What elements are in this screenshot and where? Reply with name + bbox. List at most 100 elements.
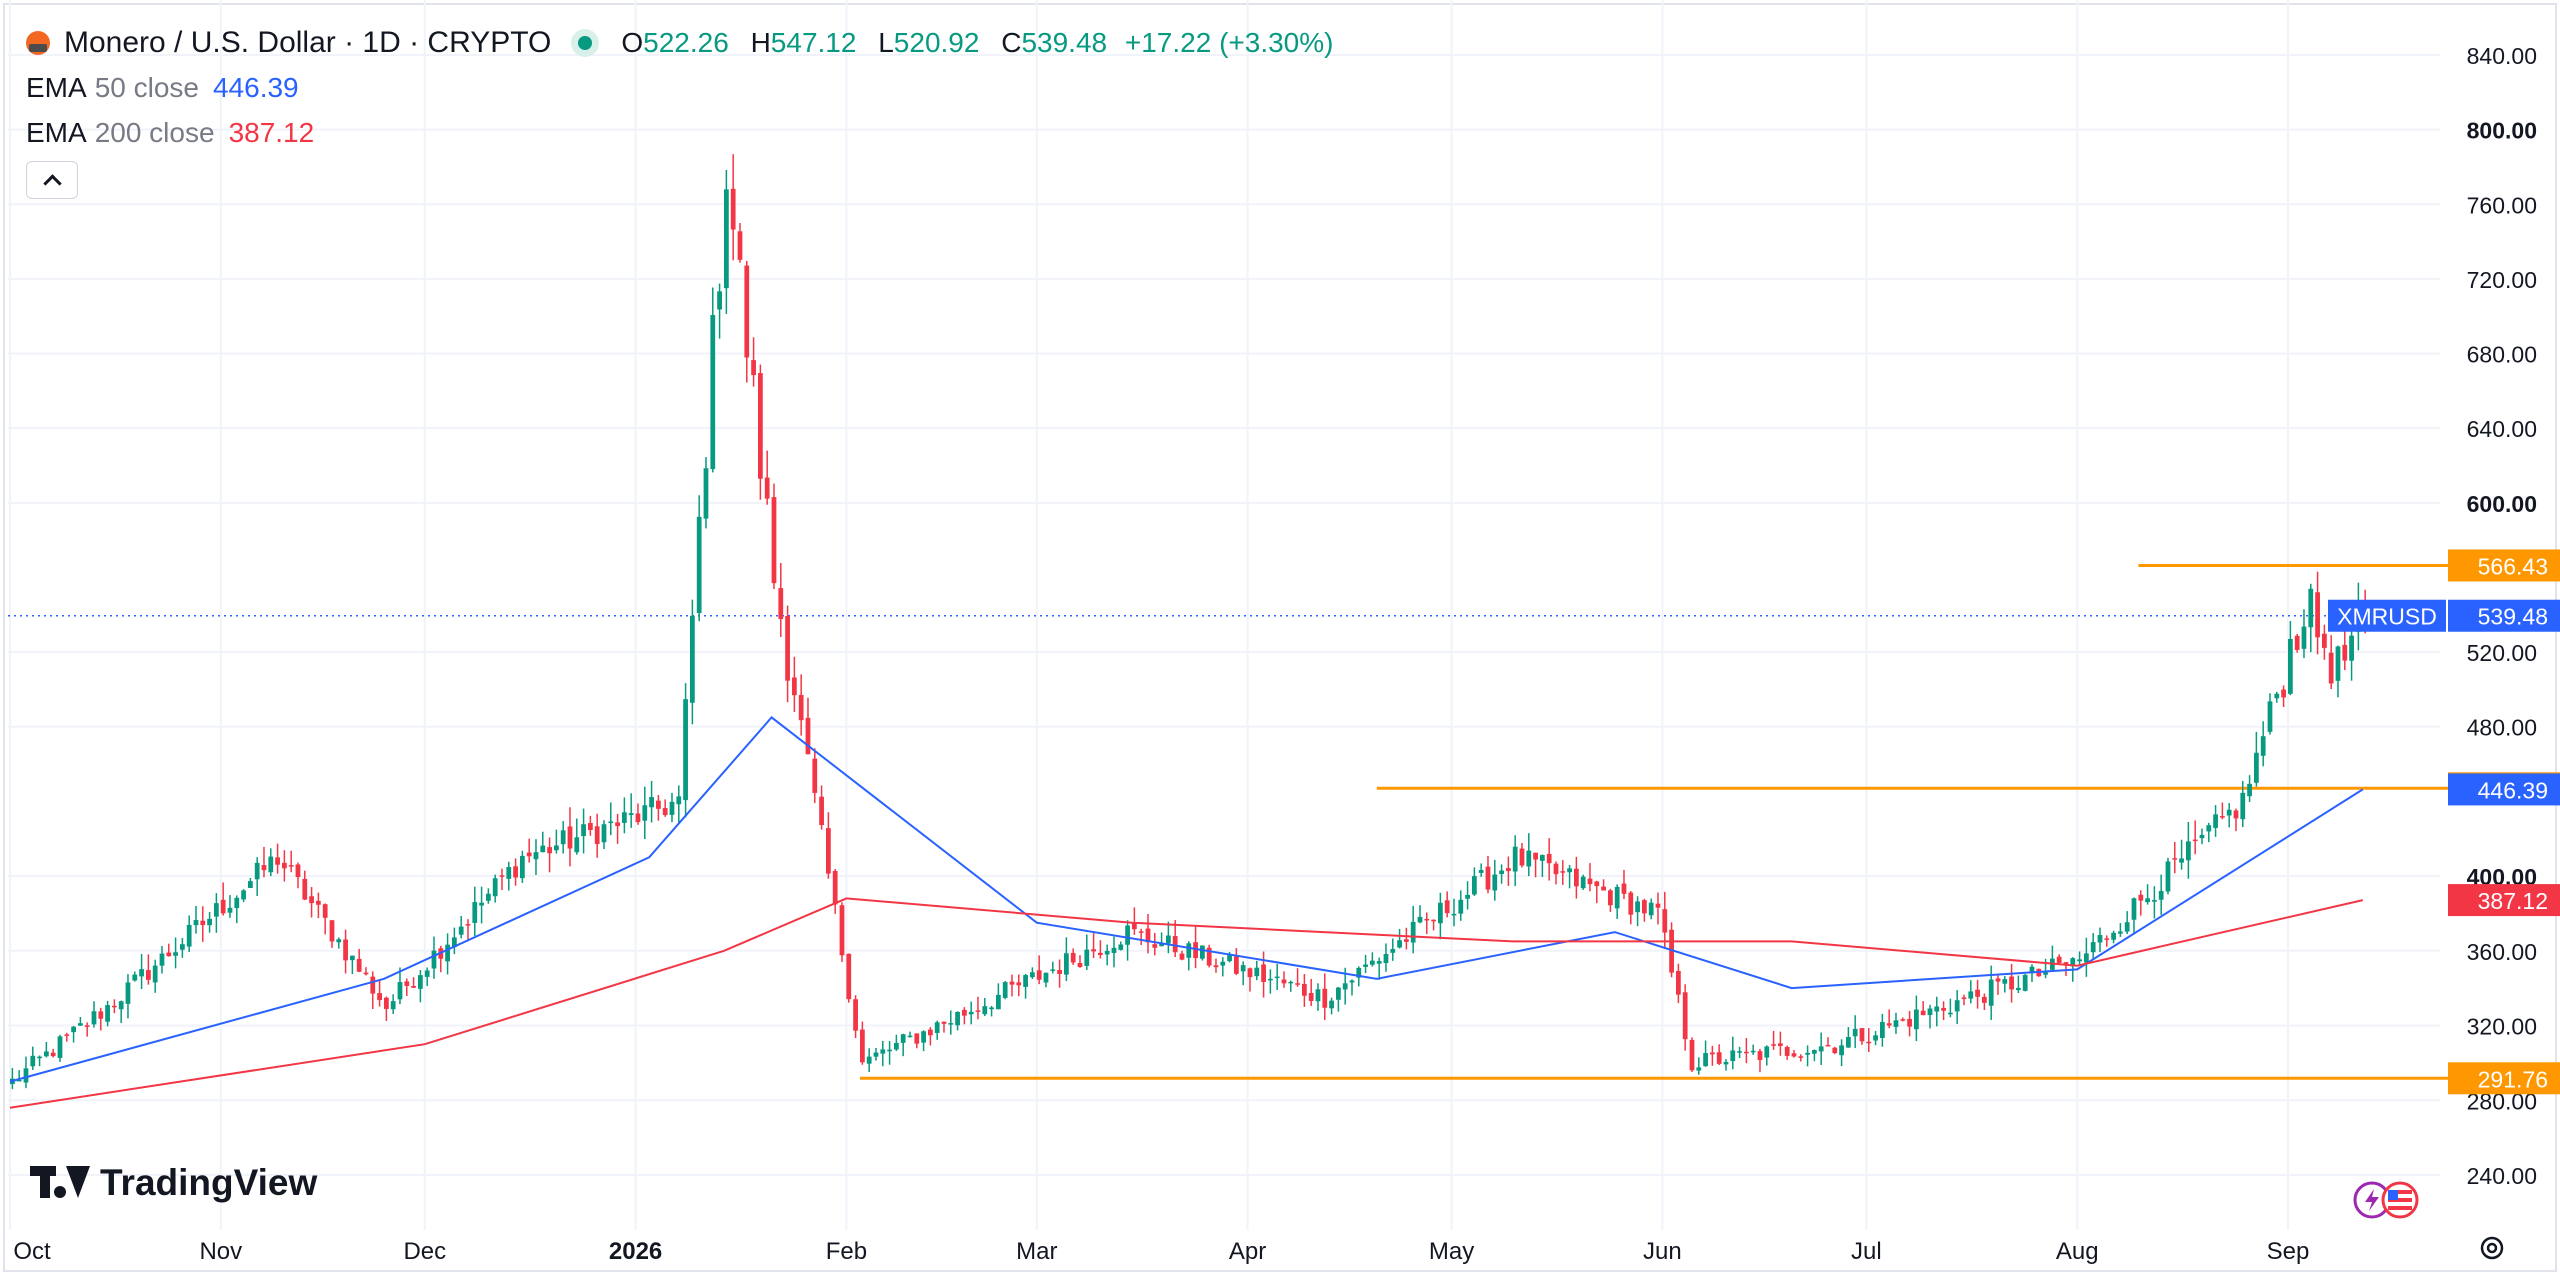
candle-body	[23, 1068, 29, 1083]
candle-body	[220, 899, 226, 914]
ema50-legend[interactable]: EMA 50 close 446.39	[26, 65, 1343, 110]
candle-body	[404, 981, 410, 986]
symbol-title[interactable]: Monero / U.S. Dollar · 1D · CRYPTO	[64, 25, 552, 59]
candle-body	[819, 796, 824, 826]
candle-body	[2294, 635, 2300, 650]
candle-body	[1111, 947, 1117, 953]
price-badge[interactable]	[2448, 884, 2560, 917]
candle-body	[1397, 940, 1402, 948]
candle-body	[1839, 1045, 1844, 1056]
candle-body	[1268, 978, 1273, 981]
candle-body	[214, 903, 219, 917]
candle-body	[492, 878, 498, 897]
candle-body	[1506, 868, 1511, 872]
candle-body	[962, 1009, 967, 1016]
ema200-line[interactable]	[9, 897, 2364, 1109]
candle-body	[1118, 944, 1124, 950]
candle-body	[132, 974, 138, 981]
price-badge[interactable]	[2448, 599, 2560, 632]
candle-body	[1798, 1056, 1804, 1058]
candle-body	[914, 1033, 920, 1044]
candle-body	[2288, 638, 2293, 694]
candle-body	[805, 717, 811, 755]
candle-body	[1676, 970, 1681, 995]
x-tick-label: Aug	[2056, 1238, 2099, 1265]
level-price-badge[interactable]	[2448, 549, 2560, 582]
candle-body	[2084, 953, 2089, 963]
candle-body	[1404, 939, 1409, 942]
candle-body	[1308, 993, 1314, 1001]
x-tick-label: Sep	[2267, 1238, 2310, 1265]
candle-body	[2308, 588, 2314, 628]
candle-body	[533, 852, 539, 860]
candle-body	[1621, 883, 1627, 894]
candle-body	[2131, 898, 2137, 920]
y-tick-label: 800.00	[2467, 118, 2537, 144]
candle-body	[968, 1011, 974, 1015]
ema50-line[interactable]	[9, 716, 2364, 1083]
candle-body	[860, 1029, 865, 1063]
candle-body	[2240, 792, 2246, 820]
candle-body	[295, 864, 301, 878]
candle-body	[2247, 783, 2252, 797]
candle-body	[574, 837, 580, 853]
candle-body	[2104, 938, 2110, 940]
collapse-legend-button[interactable]	[26, 161, 78, 199]
candle-body	[1431, 919, 1436, 922]
price-badge-text: 446.39	[2478, 777, 2548, 803]
candle-body	[118, 1001, 124, 1010]
candle-body	[486, 893, 491, 901]
candle-body	[1866, 1041, 1872, 1044]
y-tick-label: 480.00	[2467, 715, 2537, 741]
candle-body	[1030, 972, 1035, 978]
candle-body	[1601, 886, 1606, 891]
candle-body	[1655, 903, 1661, 908]
candle-body	[880, 1049, 886, 1054]
candle-body	[1390, 948, 1396, 953]
candle-body	[894, 1042, 899, 1050]
open-key: O	[621, 26, 644, 58]
candle-body	[1662, 909, 1668, 933]
candle-body	[1322, 988, 1328, 1008]
candle-body	[1227, 954, 1232, 962]
candle-body	[526, 852, 532, 857]
symbol-price-tag-text: XMRUSD	[2337, 604, 2437, 630]
candle-body	[2206, 825, 2212, 832]
candle-body	[1370, 960, 1375, 965]
market-status-icon[interactable]	[571, 28, 600, 57]
candle-body	[826, 828, 831, 874]
price-badge[interactable]	[2448, 773, 2560, 806]
candle-body	[853, 999, 858, 1031]
ema200-legend[interactable]: EMA 200 close 387.12	[26, 110, 1343, 155]
candle-body	[261, 865, 267, 871]
open-value: 522.26	[643, 26, 729, 58]
symbol-price-tag[interactable]	[2328, 599, 2446, 632]
candle-body	[560, 830, 566, 845]
candle-body	[1852, 1028, 1858, 1037]
candle-body	[159, 953, 165, 966]
candle-body	[50, 1052, 56, 1057]
candle-body	[1057, 969, 1062, 974]
candle-body	[703, 468, 709, 519]
tradingview-logo[interactable]: TradingView	[30, 1162, 317, 1204]
candle-body	[384, 997, 389, 1009]
indicator-badges[interactable]	[2348, 1180, 2426, 1220]
settings-gear-icon[interactable]	[2478, 1234, 2506, 1262]
candle-body	[1784, 1046, 1790, 1056]
candle-body	[1920, 1010, 1926, 1016]
candle-body	[778, 588, 784, 619]
candle-body	[1587, 878, 1593, 885]
candle-body	[1043, 972, 1049, 983]
candle-body	[186, 924, 192, 947]
candle-body	[547, 847, 552, 854]
candle-body	[1968, 991, 1974, 999]
candle-body	[1859, 1028, 1865, 1042]
close-key: C	[1001, 26, 1022, 58]
candle-body	[2328, 652, 2334, 684]
candle-body	[594, 826, 600, 845]
candle-body	[1213, 965, 1219, 968]
candle-body	[1954, 1000, 1960, 1012]
tradingview-logo-icon	[30, 1166, 90, 1200]
level-price-badge[interactable]	[2448, 1062, 2560, 1095]
